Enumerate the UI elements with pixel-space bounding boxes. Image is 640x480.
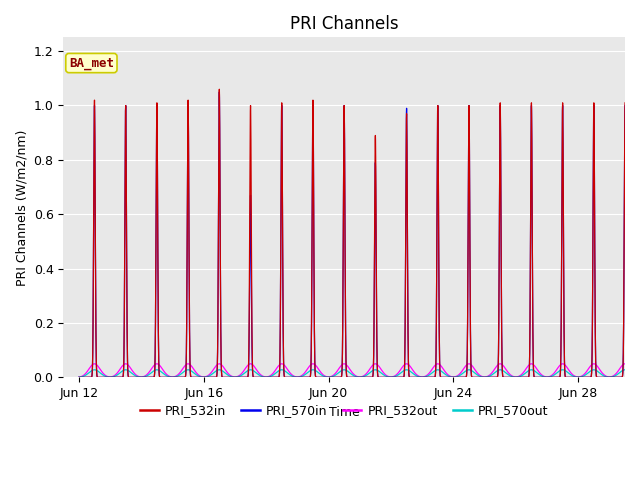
Legend: PRI_532in, PRI_570in, PRI_532out, PRI_570out: PRI_532in, PRI_570in, PRI_532out, PRI_57… [135, 399, 554, 422]
Title: PRI Channels: PRI Channels [290, 15, 399, 33]
X-axis label: Time: Time [329, 406, 360, 419]
Y-axis label: PRI Channels (W/m2/nm): PRI Channels (W/m2/nm) [15, 129, 28, 286]
Text: BA_met: BA_met [69, 57, 114, 70]
